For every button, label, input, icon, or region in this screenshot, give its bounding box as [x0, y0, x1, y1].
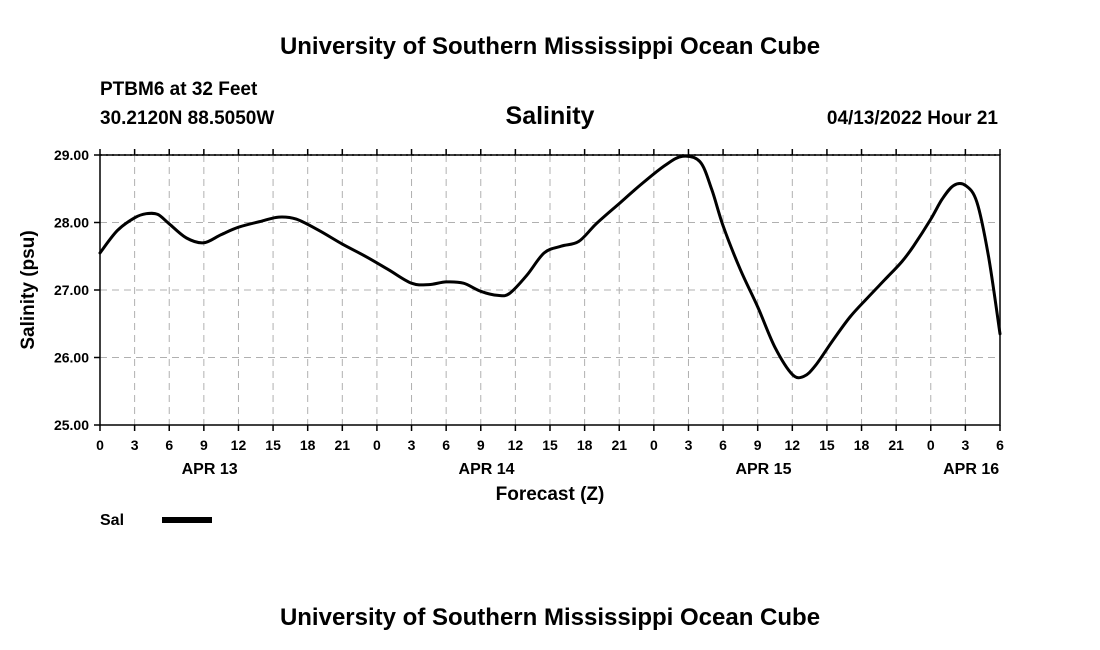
x-tick-label: 0: [96, 437, 104, 453]
x-tick-label: 3: [685, 437, 693, 453]
chart-title: Salinity: [506, 102, 595, 130]
y-tick-label: 26.00: [54, 350, 89, 366]
x-tick-label: 0: [650, 437, 658, 453]
day-label: APR 13: [182, 461, 238, 478]
x-tick-label: 3: [408, 437, 416, 453]
x-tick-label: 21: [335, 437, 351, 453]
y-tick-label: 28.00: [54, 215, 89, 231]
series-line-sal: [98, 154, 1002, 380]
x-tick-label: 6: [719, 437, 727, 453]
x-tick-label: 9: [754, 437, 762, 453]
x-axis-title: Forecast (Z): [496, 484, 605, 505]
day-label: APR 14: [459, 461, 515, 478]
x-tick-label: 0: [927, 437, 935, 453]
x-tick-label: 21: [611, 437, 627, 453]
y-tick-label: 25.00: [54, 417, 89, 433]
x-tick-label: 21: [888, 437, 904, 453]
x-tick-label: 3: [961, 437, 969, 453]
x-tick-label: 9: [477, 437, 485, 453]
day-labels: APR 13 APR 14 APR 15 APR 16: [182, 461, 1000, 478]
x-tick-label: 18: [854, 437, 870, 453]
x-tick-label: 12: [231, 437, 247, 453]
series-lines: [98, 154, 1002, 380]
x-tick-label: 15: [542, 437, 558, 453]
y-axis-ticks: 25.00 26.00 27.00 28.00 29.00: [54, 147, 100, 433]
x-tick-label: 12: [785, 437, 801, 453]
y-axis-title: Salinity (psu): [18, 230, 39, 349]
grid-lines: [100, 154, 1000, 426]
x-tick-label: 0: [373, 437, 381, 453]
day-label: APR 16: [943, 461, 999, 478]
x-tick-label: 15: [819, 437, 835, 453]
x-tick-label: 15: [265, 437, 281, 453]
x-tick-label: 9: [200, 437, 208, 453]
legend-label: Sal: [100, 512, 124, 529]
x-tick-label: 6: [442, 437, 450, 453]
legend: Sal: [100, 512, 212, 529]
x-tick-label: 18: [300, 437, 316, 453]
main-title: University of Southern Mississippi Ocean…: [280, 33, 820, 60]
x-tick-label: 6: [996, 437, 1004, 453]
x-axis-ticks: 0 3 6 9 12 15 18 21 0 3 6 9 12 15 18 21 0 3 6 9 12 15 18 21 0 3 6: [96, 149, 1004, 453]
x-tick-label: 18: [577, 437, 593, 453]
x-tick-label: 6: [165, 437, 173, 453]
y-tick-label: 29.00: [54, 147, 89, 163]
x-tick-label: 3: [131, 437, 139, 453]
coordinates-label: 30.2120N 88.5050W: [100, 108, 274, 129]
station-label: PTBM6 at 32 Feet: [100, 79, 258, 100]
footer-title: University of Southern Mississippi Ocean…: [280, 604, 820, 631]
forecast-datetime: 04/13/2022 Hour 21: [827, 108, 999, 129]
y-tick-label: 27.00: [54, 282, 89, 298]
day-label: APR 15: [735, 461, 791, 478]
x-tick-label: 12: [508, 437, 524, 453]
